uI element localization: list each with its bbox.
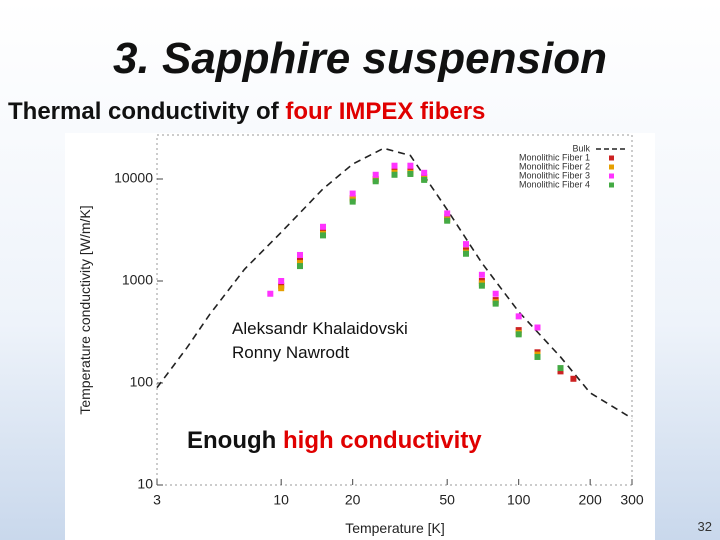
y-axis-label: Temperature conductivity [W/m/K] [77, 205, 93, 414]
data-point [462, 241, 469, 248]
chart-background [65, 133, 655, 540]
data-point [407, 170, 414, 177]
subtitle-text: Thermal conductivity of [8, 98, 279, 125]
data-point [421, 176, 428, 183]
data-point [570, 375, 577, 382]
y-tick-label: 1000 [122, 272, 153, 288]
data-point [278, 285, 285, 292]
x-tick-label: 200 [578, 492, 602, 508]
data-point [320, 232, 327, 239]
data-point [444, 210, 451, 217]
data-point [372, 178, 379, 185]
data-point [267, 290, 274, 297]
data-point [534, 324, 541, 331]
subtitle-highlight: four IMPEX fibers [285, 98, 486, 125]
legend-label: Monolithic Fiber 3 [519, 170, 590, 180]
data-point [478, 271, 485, 278]
legend-label: Monolithic Fiber 1 [519, 152, 590, 162]
y-tick-label: 10 [137, 476, 153, 492]
slide-title: 3. Sapphire suspension [113, 34, 607, 83]
data-point [278, 277, 285, 284]
conclusion-highlight: high conductivity [283, 427, 482, 454]
x-tick-label: 20 [345, 492, 361, 508]
conclusion-text: Enough [187, 427, 276, 454]
data-point [515, 313, 522, 320]
data-point [421, 169, 428, 176]
data-point [391, 162, 398, 169]
data-point [515, 331, 522, 338]
slide-subtitle: Thermal conductivity of four IMPEX fiber… [8, 98, 485, 126]
data-point [349, 198, 356, 205]
legend-swatch [609, 182, 614, 188]
legend-label: Monolithic Fiber 4 [519, 179, 590, 189]
data-point [391, 171, 398, 178]
legend-label: Monolithic Fiber 2 [519, 161, 590, 171]
x-tick-label: 50 [439, 492, 455, 508]
data-point [492, 290, 499, 297]
y-tick-label: 10000 [114, 170, 153, 186]
x-tick-label: 100 [507, 492, 531, 508]
data-point [557, 365, 564, 372]
data-point [372, 171, 379, 178]
conclusion: Enough high conductivity [187, 427, 482, 454]
legend-swatch [609, 173, 614, 179]
annotation: Ronny Nawrodt [232, 343, 349, 362]
data-point [296, 263, 303, 270]
annotation: Aleksandr Khalaidovski [232, 319, 408, 338]
page-number: 32 [697, 519, 712, 534]
data-point [407, 162, 414, 169]
plot-frame [156, 134, 633, 486]
data-point [557, 368, 564, 375]
series-line [156, 147, 633, 420]
data-point [320, 223, 327, 230]
data-point [296, 260, 303, 267]
data-point [444, 217, 451, 224]
data-point [534, 353, 541, 360]
data-point [492, 300, 499, 307]
data-point [462, 250, 469, 257]
legend-swatch [609, 155, 614, 161]
legend-swatch [609, 164, 614, 170]
x-tick-label: 3 [153, 492, 161, 508]
x-tick-label: 300 [620, 492, 644, 508]
x-axis-label: Temperature [K] [345, 520, 445, 536]
y-tick-label: 100 [130, 374, 154, 390]
data-point [349, 190, 356, 197]
data-point [296, 251, 303, 258]
x-tick-label: 10 [273, 492, 289, 508]
legend-label: Bulk [572, 143, 590, 153]
data-point [478, 282, 485, 289]
